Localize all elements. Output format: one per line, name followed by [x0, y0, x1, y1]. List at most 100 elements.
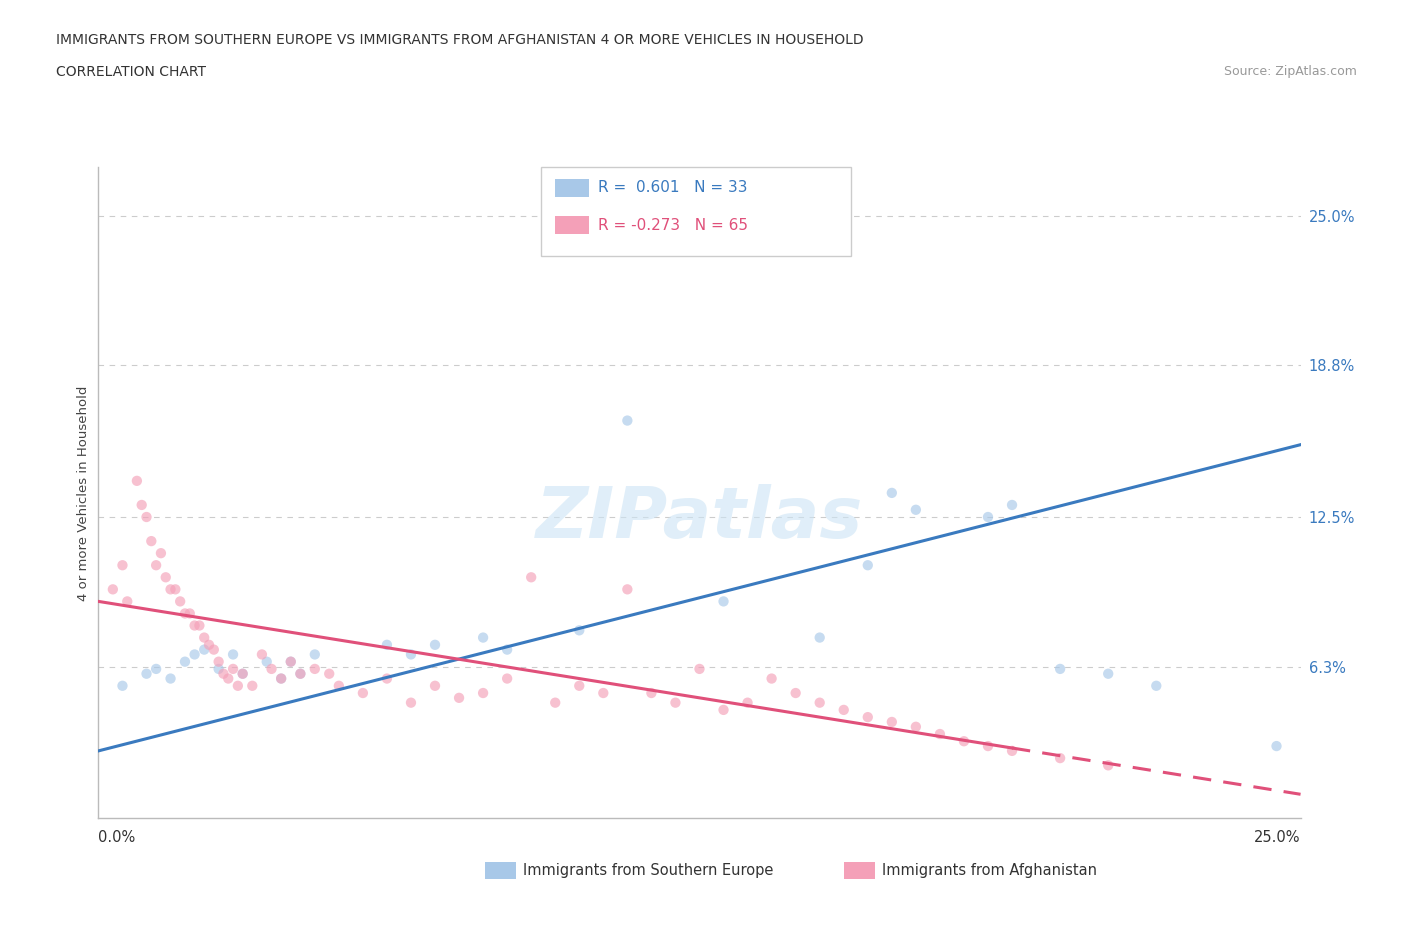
- Point: [737, 696, 759, 711]
- Point: [117, 594, 139, 609]
- Point: [399, 696, 422, 711]
- Point: [198, 637, 221, 652]
- Point: [1001, 743, 1024, 758]
- Point: [193, 631, 215, 645]
- Point: [145, 558, 167, 573]
- Point: [785, 685, 807, 700]
- Point: [270, 671, 292, 686]
- Point: [111, 678, 134, 693]
- Point: [832, 702, 855, 717]
- Point: [193, 643, 215, 658]
- Point: [664, 696, 686, 711]
- Text: R = -0.273   N = 65: R = -0.273 N = 65: [598, 218, 748, 232]
- Point: [318, 666, 340, 681]
- Point: [352, 685, 374, 700]
- Point: [568, 623, 591, 638]
- Point: [616, 413, 638, 428]
- Point: [568, 678, 591, 693]
- Point: [135, 510, 157, 525]
- Point: [280, 654, 302, 669]
- Text: IMMIGRANTS FROM SOUTHERN EUROPE VS IMMIGRANTS FROM AFGHANISTAN 4 OR MORE VEHICLE: IMMIGRANTS FROM SOUTHERN EUROPE VS IMMIG…: [56, 33, 863, 46]
- Point: [179, 606, 201, 621]
- Point: [183, 647, 205, 662]
- Point: [208, 654, 231, 669]
- Point: [260, 661, 283, 676]
- Point: [520, 570, 543, 585]
- Point: [1001, 498, 1024, 512]
- Point: [222, 647, 245, 662]
- Point: [880, 485, 903, 500]
- Point: [111, 558, 134, 573]
- Point: [101, 582, 124, 597]
- Point: [1144, 678, 1167, 693]
- Text: Immigrants from Southern Europe: Immigrants from Southern Europe: [523, 863, 773, 878]
- Point: [1097, 666, 1119, 681]
- Point: [169, 594, 191, 609]
- Point: [141, 534, 163, 549]
- Point: [713, 594, 735, 609]
- Point: [904, 502, 927, 517]
- Point: [808, 631, 831, 645]
- Text: 0.0%: 0.0%: [98, 830, 135, 844]
- Point: [217, 671, 239, 686]
- Text: CORRELATION CHART: CORRELATION CHART: [56, 65, 207, 79]
- Point: [856, 710, 879, 724]
- Point: [250, 647, 273, 662]
- Point: [496, 643, 519, 658]
- Point: [472, 631, 495, 645]
- Point: [145, 661, 167, 676]
- Point: [304, 661, 326, 676]
- Point: [290, 666, 312, 681]
- Point: [880, 714, 903, 729]
- Point: [202, 643, 225, 658]
- Point: [977, 738, 1000, 753]
- Point: [159, 671, 181, 686]
- Point: [226, 678, 249, 693]
- Point: [375, 637, 398, 652]
- Point: [423, 637, 446, 652]
- Point: [270, 671, 292, 686]
- Point: [1097, 758, 1119, 773]
- Point: [904, 719, 927, 734]
- Point: [280, 654, 302, 669]
- Point: [423, 678, 446, 693]
- Text: 25.0%: 25.0%: [1254, 830, 1301, 844]
- Point: [135, 666, 157, 681]
- Text: ZIPatlas: ZIPatlas: [536, 485, 863, 553]
- Point: [125, 473, 148, 488]
- Point: [472, 685, 495, 700]
- Point: [240, 678, 263, 693]
- Point: [616, 582, 638, 597]
- Point: [232, 666, 254, 681]
- Text: Source: ZipAtlas.com: Source: ZipAtlas.com: [1223, 65, 1357, 78]
- Point: [328, 678, 350, 693]
- Point: [713, 702, 735, 717]
- Point: [290, 666, 312, 681]
- Point: [977, 510, 1000, 525]
- Point: [232, 666, 254, 681]
- Point: [447, 690, 470, 705]
- Point: [165, 582, 187, 597]
- Point: [640, 685, 662, 700]
- Point: [544, 696, 567, 711]
- Point: [155, 570, 177, 585]
- Point: [953, 734, 976, 749]
- Point: [256, 654, 278, 669]
- Point: [928, 726, 950, 741]
- Point: [212, 666, 235, 681]
- Text: Immigrants from Afghanistan: Immigrants from Afghanistan: [882, 863, 1097, 878]
- Point: [592, 685, 614, 700]
- Y-axis label: 4 or more Vehicles in Household: 4 or more Vehicles in Household: [77, 385, 90, 601]
- Point: [856, 558, 879, 573]
- Point: [304, 647, 326, 662]
- Point: [131, 498, 153, 512]
- Point: [149, 546, 172, 561]
- Point: [1265, 738, 1288, 753]
- Point: [222, 661, 245, 676]
- Text: R =  0.601   N = 33: R = 0.601 N = 33: [598, 180, 747, 195]
- Point: [1049, 751, 1071, 765]
- Point: [496, 671, 519, 686]
- Point: [159, 582, 181, 597]
- Point: [174, 654, 197, 669]
- Point: [689, 661, 711, 676]
